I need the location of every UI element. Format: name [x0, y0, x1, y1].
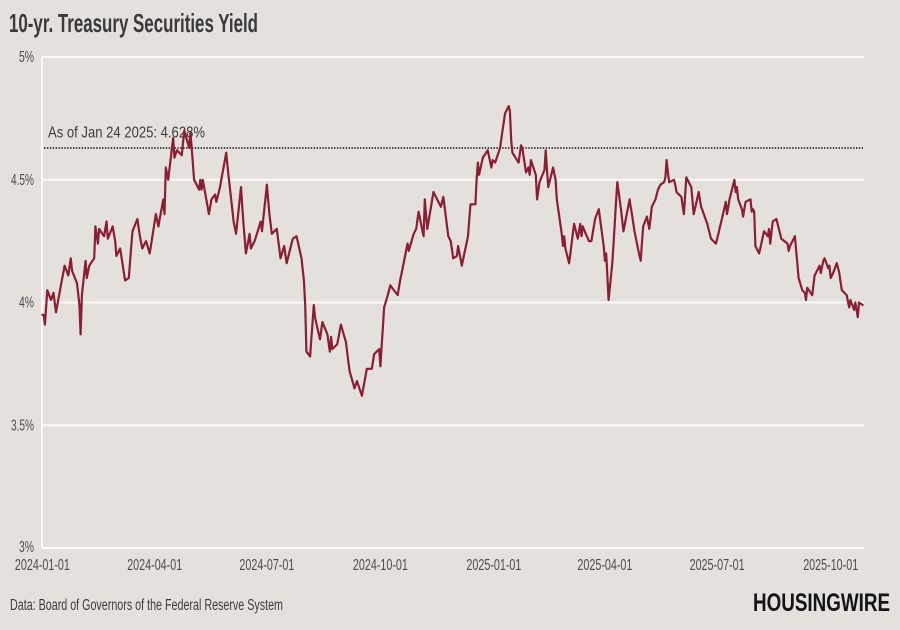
svg-text:10-yr. Treasury Securities Yie: 10-yr. Treasury Securities Yield [9, 8, 258, 38]
svg-text:2025-07-01: 2025-07-01 [690, 557, 745, 574]
svg-text:As of Jan 24 2025: 4.628%: As of Jan 24 2025: 4.628% [48, 125, 205, 142]
svg-text:2024-10-01: 2024-10-01 [353, 557, 408, 574]
svg-text:3.5%: 3.5% [11, 417, 34, 434]
svg-text:2025-10-01: 2025-10-01 [803, 557, 858, 574]
svg-text:HOUSINGWIRE: HOUSINGWIRE [753, 589, 890, 617]
svg-text:2025-01-01: 2025-01-01 [466, 557, 521, 574]
svg-text:4.5%: 4.5% [11, 172, 34, 189]
svg-text:Data: Board of Governors of th: Data: Board of Governors of the Federal … [10, 597, 283, 614]
svg-text:2024-04-01: 2024-04-01 [127, 557, 182, 574]
svg-text:5%: 5% [19, 49, 34, 66]
svg-text:2025-04-01: 2025-04-01 [577, 557, 632, 574]
svg-text:2024-07-01: 2024-07-01 [239, 557, 294, 574]
svg-text:3%: 3% [19, 539, 34, 556]
svg-text:2024-01-01: 2024-01-01 [15, 557, 70, 574]
svg-text:4%: 4% [19, 295, 34, 312]
